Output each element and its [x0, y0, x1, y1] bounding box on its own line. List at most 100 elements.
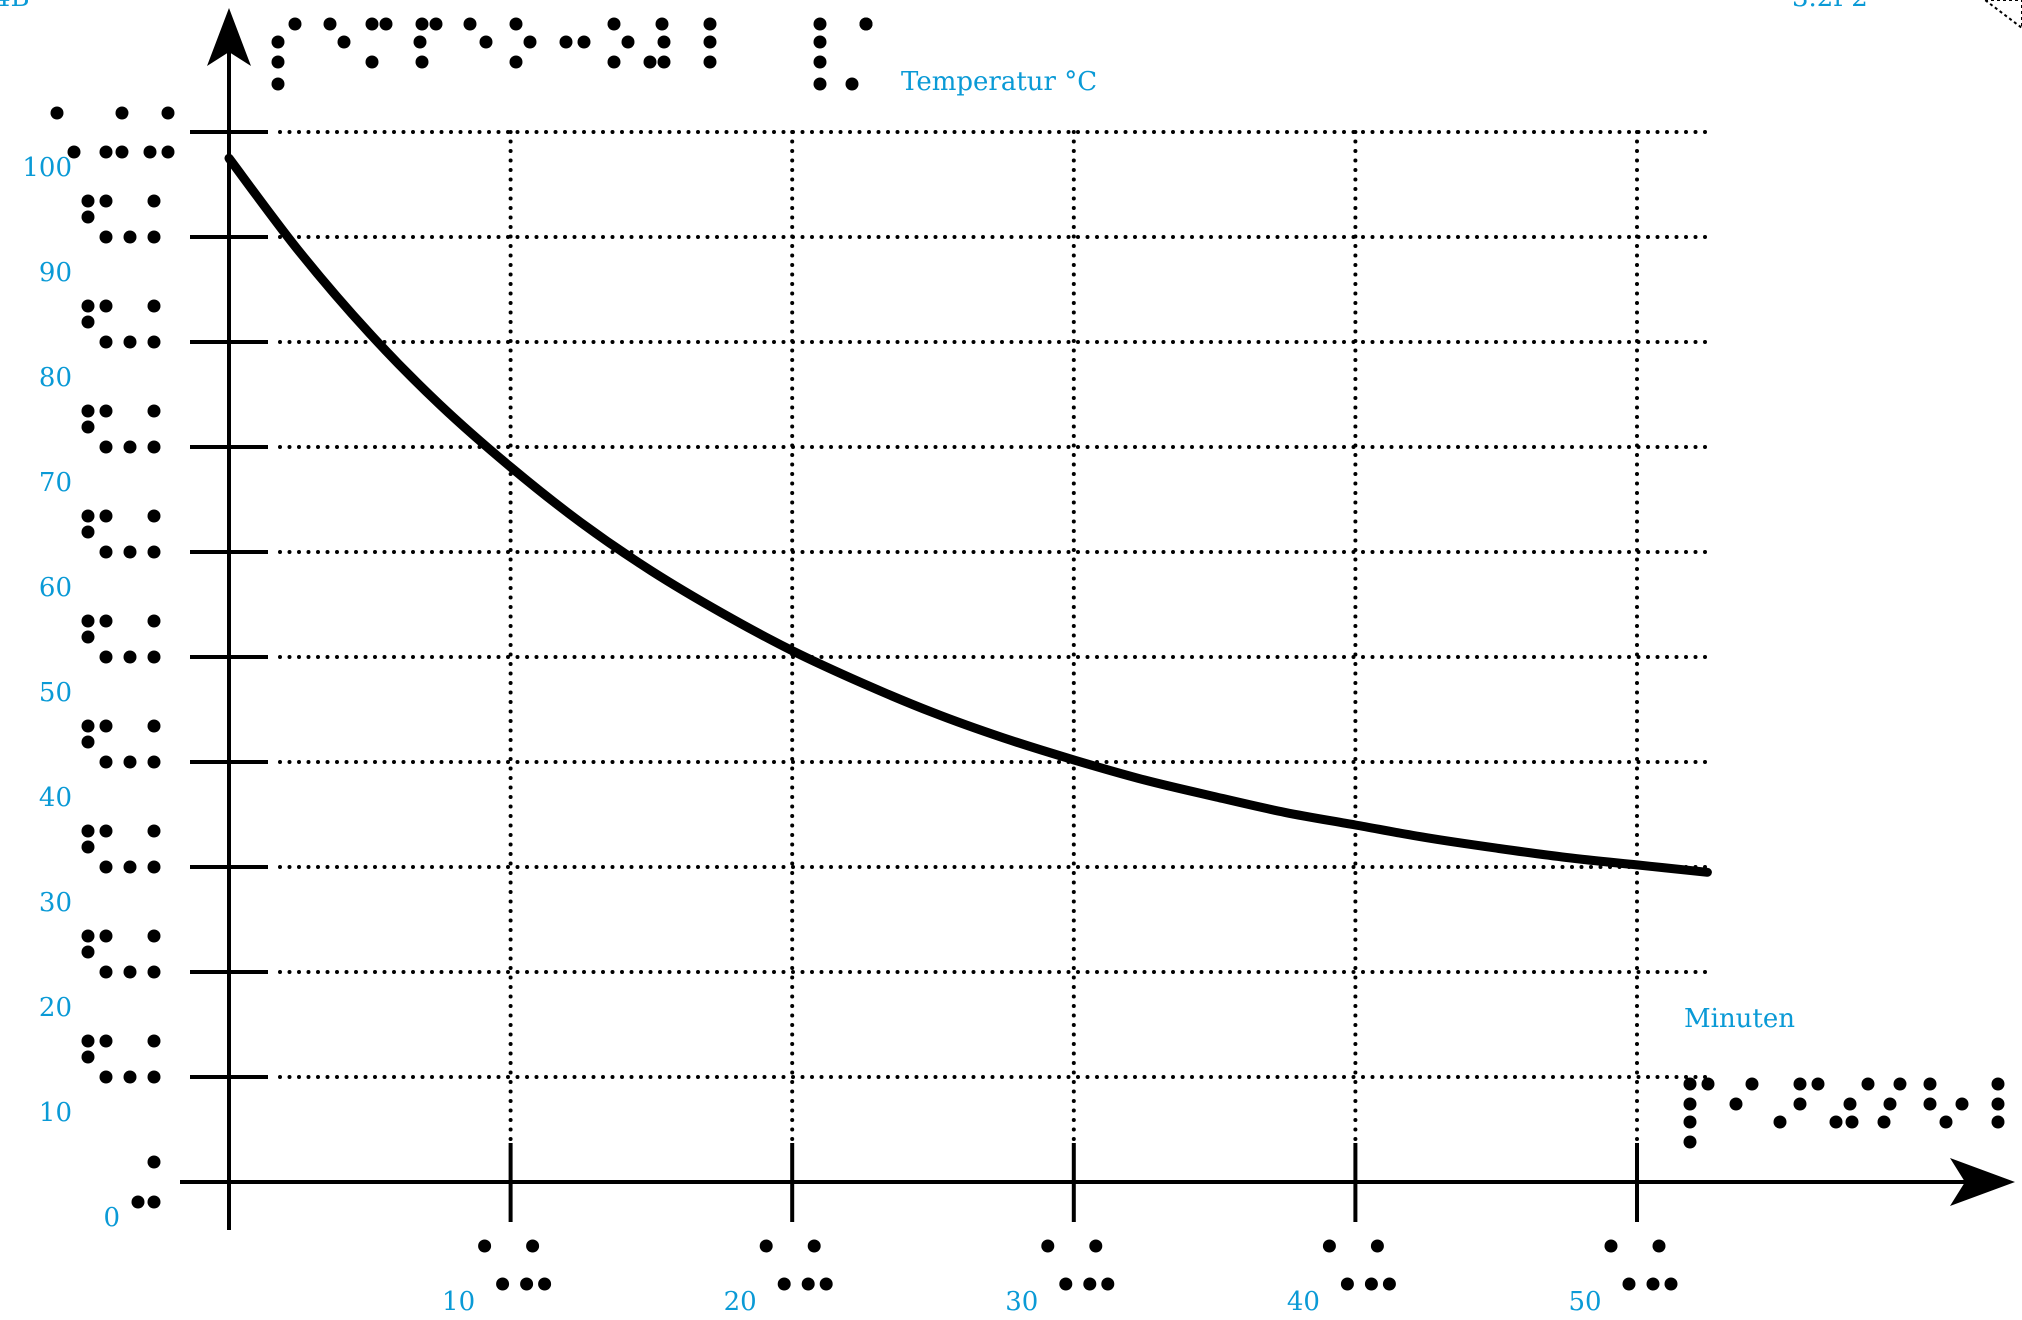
braille-dot	[1340, 1277, 1354, 1291]
braille-dot	[1923, 1077, 1937, 1091]
axis-ticks	[190, 130, 1639, 1222]
braille-dot	[147, 440, 161, 454]
braille-dot	[365, 55, 379, 69]
grid-lines	[278, 130, 1715, 1142]
braille-dot	[143, 145, 157, 159]
braille-dot	[99, 650, 113, 664]
braille-dot	[81, 299, 95, 313]
braille-dot	[1991, 1115, 2005, 1129]
braille-dot	[1364, 1277, 1378, 1291]
braille-dot	[1811, 1077, 1825, 1091]
braille-dot	[1793, 1097, 1807, 1111]
braille-dot	[1939, 1115, 1953, 1129]
braille-dot	[67, 145, 81, 159]
braille-dot	[123, 335, 137, 349]
braille-dot	[1604, 1239, 1618, 1253]
x-tick-label: 50	[1568, 1287, 1601, 1317]
braille-dot	[777, 1277, 791, 1291]
braille-dot	[526, 1239, 540, 1253]
braille-dot	[81, 1050, 95, 1064]
braille-dot	[99, 404, 113, 418]
braille-dot	[147, 1034, 161, 1048]
braille-dot	[123, 860, 137, 874]
y-tick-label: 80	[39, 363, 72, 393]
x-tick-label: 40	[1287, 1287, 1320, 1317]
braille-dot	[123, 545, 137, 559]
braille-dot	[81, 194, 95, 208]
braille-dot	[81, 735, 95, 749]
braille-dot	[99, 755, 113, 769]
braille-dot	[859, 17, 873, 31]
braille-dot	[271, 55, 285, 69]
braille-dot	[1829, 1115, 1843, 1129]
braille-dot	[1893, 1077, 1907, 1091]
braille-dot	[123, 965, 137, 979]
y-axis-title: Temperatur °C	[901, 67, 1097, 97]
braille-dot	[1745, 1077, 1759, 1091]
braille-dot	[147, 719, 161, 733]
x-axis-arrowhead	[1950, 1158, 2015, 1206]
braille-dot	[1622, 1277, 1636, 1291]
x-axis-title: Minuten	[1684, 1004, 1795, 1034]
braille-dot	[1059, 1277, 1073, 1291]
braille-dot	[1845, 1115, 1859, 1129]
braille-dot	[365, 17, 379, 31]
y-tick-label: 100	[22, 153, 72, 183]
braille-dot	[1089, 1239, 1103, 1253]
braille-dot	[1861, 1077, 1875, 1091]
braille-dot	[1041, 1239, 1055, 1253]
braille-dot	[845, 77, 859, 91]
braille-dot	[496, 1277, 510, 1291]
corner-label-left: 4B	[0, 0, 30, 13]
braille-dot	[99, 335, 113, 349]
y-tick-label: 30	[39, 888, 72, 918]
braille-dot	[147, 614, 161, 628]
braille-dot	[509, 17, 523, 31]
braille-dot	[81, 719, 95, 733]
braille-dot	[509, 55, 523, 69]
braille-dot	[759, 1239, 773, 1253]
braille-dot	[655, 17, 669, 31]
braille-dot	[147, 230, 161, 244]
braille-dot	[123, 1070, 137, 1084]
braille-dot	[99, 440, 113, 454]
y-tick-label: 60	[39, 573, 72, 603]
braille-dot	[81, 315, 95, 329]
braille-dot	[1923, 1097, 1937, 1111]
braille-dot	[81, 420, 95, 434]
braille-dot	[323, 17, 337, 31]
braille-dot	[99, 299, 113, 313]
braille-dot	[1322, 1239, 1336, 1253]
corner-label-right: 3.2f 2	[1792, 0, 1868, 13]
braille-dot	[147, 194, 161, 208]
braille-dot	[147, 545, 161, 559]
braille-dot	[1382, 1277, 1396, 1291]
braille-dot	[115, 145, 129, 159]
braille-dot	[123, 650, 137, 664]
braille-dot	[147, 404, 161, 418]
braille-dot	[81, 614, 95, 628]
y-tick-label: 40	[39, 783, 72, 813]
y-tick-label: 50	[39, 678, 72, 708]
braille-dot	[147, 299, 161, 313]
braille-dot	[379, 17, 393, 31]
braille-dot	[161, 106, 175, 120]
braille-dot	[1991, 1097, 2005, 1111]
braille-dot	[50, 106, 64, 120]
braille-dot	[607, 17, 621, 31]
braille-dot	[131, 1195, 145, 1209]
braille-dot	[99, 230, 113, 244]
braille-dot	[147, 1155, 161, 1169]
braille-dot	[99, 824, 113, 838]
y-axis-arrowhead	[207, 8, 251, 66]
braille-dots	[50, 17, 2005, 1291]
braille-dot	[123, 230, 137, 244]
y-tick-label: 0	[103, 1203, 120, 1233]
braille-dot	[99, 860, 113, 874]
y-tick-label: 90	[39, 258, 72, 288]
braille-dot	[1955, 1097, 1969, 1111]
braille-dot	[1773, 1115, 1787, 1129]
braille-dot	[703, 55, 717, 69]
braille-dot	[1683, 1077, 1697, 1091]
